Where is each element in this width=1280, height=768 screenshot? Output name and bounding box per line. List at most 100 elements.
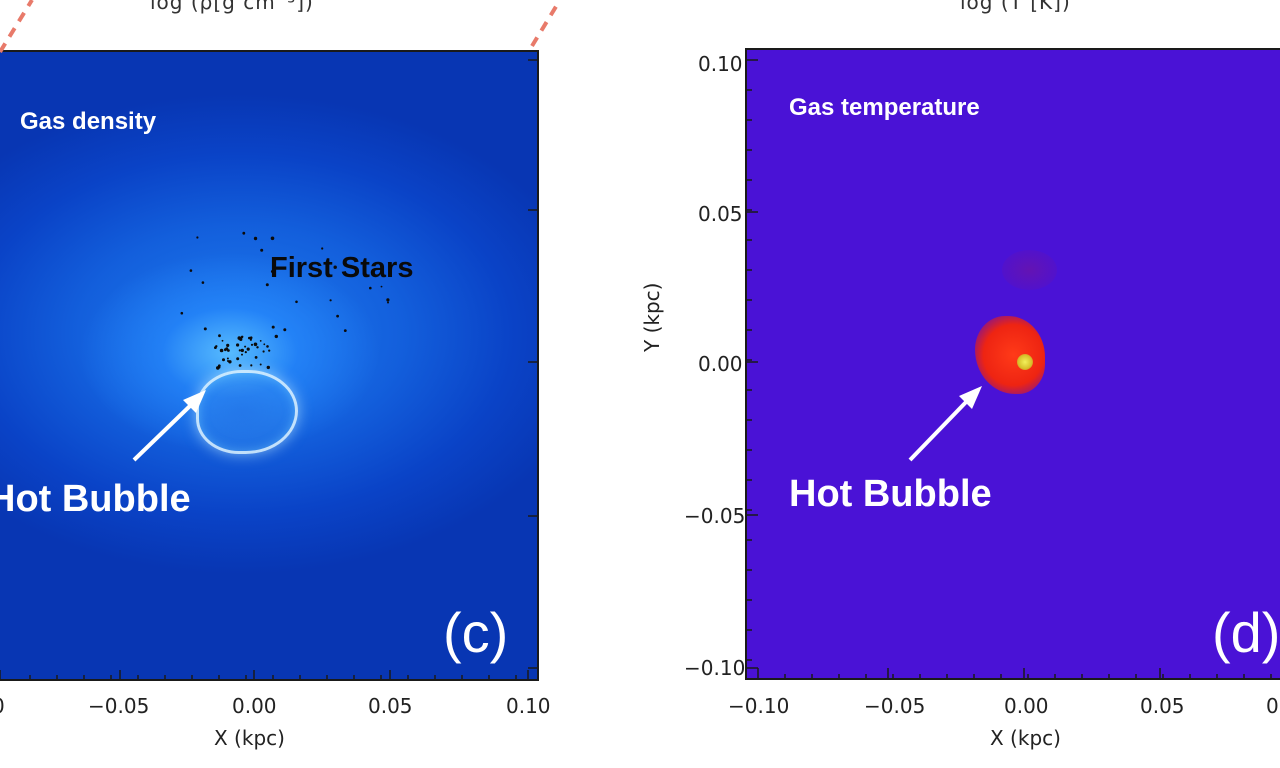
x-tick-c-2: 0.00 bbox=[232, 694, 277, 718]
star-particle bbox=[266, 345, 269, 348]
star-particle bbox=[321, 247, 324, 250]
hot-bubble-region bbox=[975, 316, 1045, 394]
dashed-connector-right bbox=[530, 0, 562, 48]
star-particle bbox=[249, 338, 252, 341]
star-particle bbox=[271, 325, 275, 329]
x-tick-c-1: −0.05 bbox=[88, 694, 150, 718]
star-particle bbox=[289, 263, 292, 266]
star-particle bbox=[214, 346, 217, 349]
y-tick-d-0: 0.10 bbox=[698, 52, 743, 76]
star-particle bbox=[240, 348, 244, 353]
star-particle bbox=[246, 347, 250, 351]
star-particle bbox=[386, 298, 390, 302]
star-particle bbox=[380, 285, 383, 288]
y-tick-d-1: 0.05 bbox=[698, 202, 743, 226]
hot-bubble-core bbox=[1017, 354, 1033, 370]
x-tick-d-4: 0 bbox=[1266, 694, 1279, 718]
star-particle bbox=[270, 270, 274, 273]
star-particle bbox=[222, 358, 225, 362]
x-tick-c-4: 0.10 bbox=[506, 694, 551, 718]
star-particle bbox=[225, 347, 229, 351]
star-particle bbox=[263, 343, 266, 346]
star-particle bbox=[236, 357, 240, 361]
star-particle bbox=[219, 348, 224, 353]
star-particle bbox=[250, 343, 254, 346]
star-particle bbox=[250, 364, 253, 367]
star-particle bbox=[238, 364, 242, 367]
ylabel-d: Y (kpc) bbox=[640, 282, 664, 352]
star-particle bbox=[244, 351, 247, 354]
star-particle bbox=[295, 300, 298, 304]
star-particle bbox=[369, 286, 372, 290]
star-particle bbox=[283, 328, 287, 332]
dashed-connector-left bbox=[0, 0, 34, 54]
star-particle bbox=[218, 334, 221, 338]
star-particle bbox=[253, 236, 258, 241]
star-particle bbox=[226, 357, 229, 360]
gas-temperature-map bbox=[745, 48, 1280, 680]
x-tick-c-3: 0.05 bbox=[368, 694, 413, 718]
star-particle bbox=[240, 336, 244, 339]
star-particle bbox=[201, 281, 205, 284]
star-particle bbox=[259, 363, 262, 366]
star-particle bbox=[221, 339, 224, 342]
x-tick-c-0: 0 bbox=[0, 694, 5, 718]
axis-ticks bbox=[0, 59, 1272, 680]
star-particle bbox=[189, 269, 193, 272]
star-particle bbox=[196, 236, 199, 239]
x-tick-d-2: 0.00 bbox=[1004, 694, 1049, 718]
panel-d-letter: (d) bbox=[1212, 601, 1280, 664]
panel-d-title: Gas temperature bbox=[789, 94, 980, 121]
star-particle bbox=[244, 345, 247, 348]
colorbar-label-temperature: log (T [K]) bbox=[960, 0, 1071, 14]
star-particle bbox=[329, 299, 332, 302]
y-tick-d-4: −0.10 bbox=[684, 656, 746, 680]
star-particle bbox=[254, 356, 258, 359]
star-particle bbox=[228, 360, 232, 364]
star-particle bbox=[260, 248, 264, 252]
star-particle bbox=[226, 343, 230, 347]
star-particle bbox=[343, 329, 347, 332]
arrow-d bbox=[908, 386, 982, 462]
hot-bubble-label-c: Hot Bubble bbox=[0, 478, 191, 520]
star-particle bbox=[253, 342, 258, 347]
hot-bubble-ring bbox=[196, 370, 298, 454]
star-particle bbox=[218, 366, 221, 369]
star-particle bbox=[333, 265, 337, 269]
star-particle bbox=[238, 349, 241, 352]
warm-gas-blob bbox=[1002, 250, 1057, 290]
gas-density-map bbox=[0, 50, 539, 681]
star-particle bbox=[336, 314, 339, 318]
x-tick-d-0: −0.10 bbox=[728, 694, 790, 718]
star-particle bbox=[242, 231, 246, 235]
star-particle bbox=[265, 283, 269, 287]
star-particle bbox=[270, 236, 275, 241]
colorbar-label-density: log (ρ[g cm⁻³]) bbox=[150, 0, 314, 14]
arrow-c bbox=[132, 390, 206, 462]
star-particle bbox=[266, 365, 270, 370]
y-tick-d-2: 0.00 bbox=[698, 352, 743, 376]
star-particle bbox=[274, 334, 278, 339]
xlabel-c: X (kpc) bbox=[214, 726, 285, 750]
xlabel-d: X (kpc) bbox=[990, 726, 1061, 750]
star-particle bbox=[262, 350, 265, 353]
star-particle bbox=[387, 301, 389, 304]
star-particle bbox=[256, 346, 259, 349]
star-particle bbox=[236, 343, 240, 347]
x-tick-d-1: −0.05 bbox=[864, 694, 926, 718]
hot-bubble-label-d: Hot Bubble bbox=[789, 473, 992, 515]
star-particle bbox=[203, 327, 207, 331]
panel-c-letter: (c) bbox=[443, 601, 509, 664]
y-tick-d-3: −0.05 bbox=[684, 504, 746, 528]
panel-c-title: Gas density bbox=[20, 108, 157, 135]
star-particle bbox=[239, 337, 243, 341]
first-stars-label: First Stars bbox=[270, 252, 414, 284]
star-particle bbox=[259, 340, 262, 342]
first-stars-particles bbox=[180, 231, 390, 370]
star-particle bbox=[248, 336, 251, 340]
star-particle bbox=[268, 349, 271, 352]
x-tick-d-3: 0.05 bbox=[1140, 694, 1185, 718]
star-particle bbox=[241, 353, 243, 356]
star-particle bbox=[180, 311, 184, 315]
